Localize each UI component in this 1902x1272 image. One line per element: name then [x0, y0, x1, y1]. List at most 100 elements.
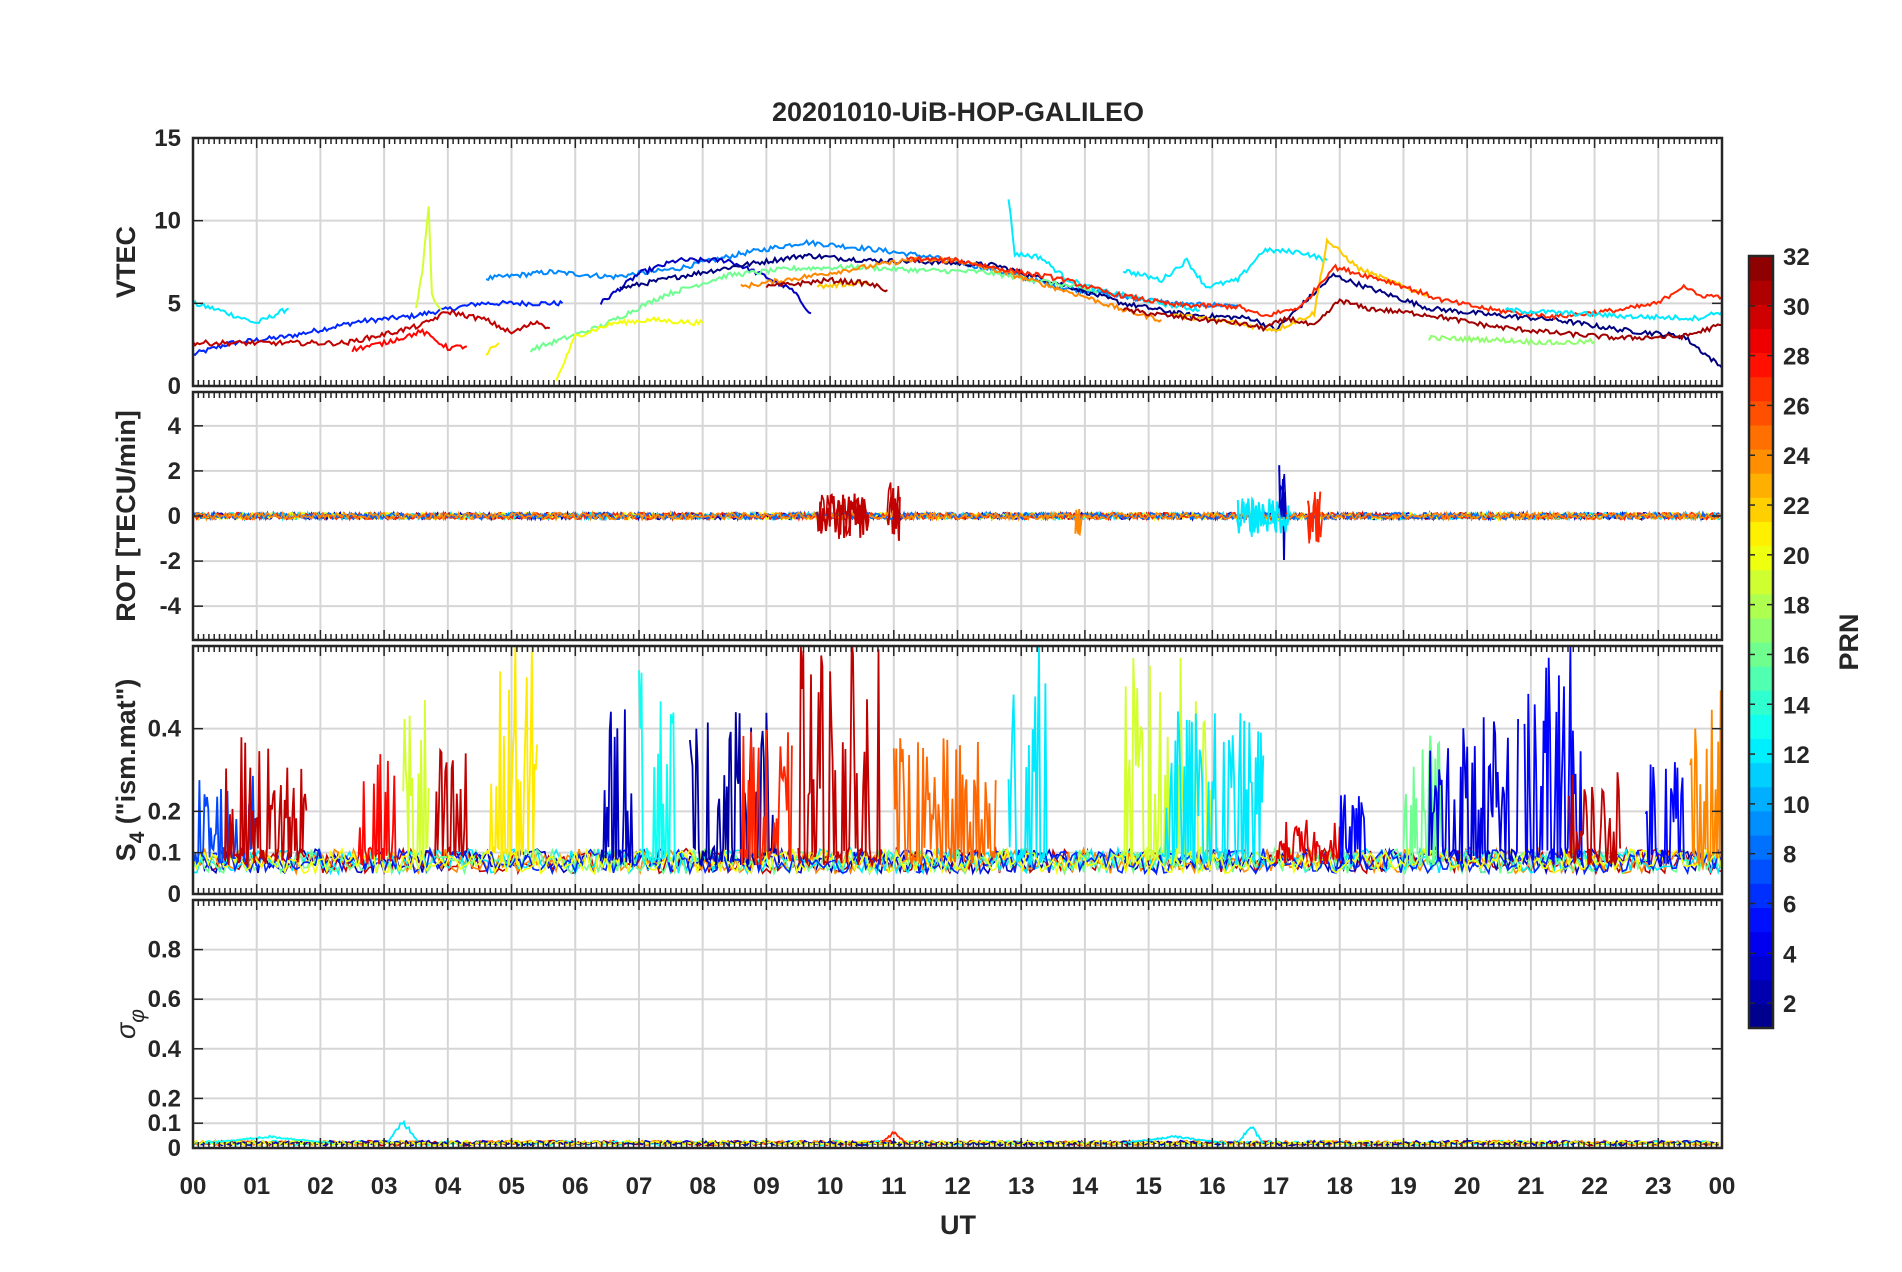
x-tick-label: 14: [1072, 1173, 1099, 1200]
chart-title: 20201010-UiB-HOP-GALILEO: [772, 97, 1144, 127]
x-tick-label: 18: [1326, 1173, 1353, 1200]
colorbar-segment: [1749, 666, 1773, 691]
s4-baseline-prn-20: [193, 846, 1722, 876]
x-tick-label: 16: [1199, 1173, 1226, 1200]
colorbar-segment: [1749, 617, 1773, 643]
s4-burst-prn-19: [402, 700, 430, 860]
vtec-line-prn-31: [1122, 298, 1722, 342]
colorbar-segment: [1749, 907, 1773, 933]
colorbar-segment: [1749, 714, 1773, 740]
s4-burst-prn-28: [357, 754, 397, 867]
x-tick-label: 00: [180, 1173, 207, 1200]
s4-burst-prn-25: [892, 738, 997, 866]
rot-event-prn-30: [816, 493, 869, 538]
s4-burst-prn-30: [1568, 772, 1621, 865]
vtec-line-prn-19: [415, 206, 443, 311]
vtec-line-prn-12: [193, 299, 290, 325]
x-tick-label: 01: [243, 1173, 270, 1200]
x-minor-ticks: [192, 900, 1723, 1148]
vtec-line-prn-1: [619, 252, 1722, 369]
vtec-line-prn-20: [555, 316, 704, 382]
y-tick-label: -2: [160, 548, 181, 575]
colorbar-tick-label: 10: [1783, 792, 1810, 819]
rot-event-prn-30: [886, 488, 901, 541]
x-tick-label: 20: [1454, 1173, 1481, 1200]
y-tick-label: 0.4: [148, 1036, 182, 1063]
rot-event-prn-12: [1236, 495, 1290, 534]
colorbar-segment: [1749, 931, 1773, 957]
x-minor-ticks: [192, 646, 1723, 894]
data-series: [193, 199, 1722, 382]
vtec-line-prn-27: [905, 255, 1722, 321]
s4-burst-prn-30: [797, 646, 882, 869]
colorbar-segment: [1749, 376, 1773, 402]
colorbar-segment: [1749, 449, 1773, 474]
s4-burst-prn-27: [740, 729, 793, 866]
y-tick-label: 0.2: [148, 1085, 181, 1112]
colorbar-label: PRN: [1834, 613, 1864, 670]
sigma-bump-prn-27: [880, 1130, 908, 1144]
colorbar-segment: [1749, 545, 1773, 571]
x-tick-label: 22: [1581, 1173, 1608, 1200]
y-axis-label: S4 ("ism.mat"): [111, 679, 149, 862]
s4-burst-prn-5: [1338, 794, 1367, 865]
data-series: [193, 465, 1721, 561]
colorbar-segment: [1749, 593, 1773, 619]
x-tick-label: 06: [562, 1173, 589, 1200]
s4-burst-prn-12: [1007, 646, 1048, 869]
vtec-line-prn-12: [1504, 306, 1722, 322]
s4-burst-prn-30: [434, 747, 468, 858]
colorbar-segment: [1749, 835, 1773, 860]
colorbar-segment: [1749, 473, 1773, 498]
x-tick-label: 19: [1390, 1173, 1417, 1200]
colorbar-tick-label: 20: [1783, 543, 1810, 570]
colorbar-tick-label: 8: [1783, 842, 1796, 869]
vtec-line-prn-24: [740, 257, 1162, 323]
colorbar-segment: [1749, 400, 1773, 426]
x-tick-label: 23: [1645, 1173, 1672, 1200]
x-tick-label: 00: [1709, 1173, 1736, 1200]
colorbar-tick-label: 28: [1783, 344, 1810, 371]
y-tick-label: 10: [154, 208, 181, 235]
y-tick-label: 0: [168, 373, 181, 400]
y-tick-label: 5: [168, 290, 181, 317]
colorbar-tick-label: 4: [1783, 941, 1797, 968]
colorbar-segment: [1749, 497, 1773, 522]
s4-panel: 0 0.1 0.2 0.4S4 ("ism.mat"): [111, 644, 1724, 908]
colorbar-tick-label: 18: [1783, 593, 1810, 620]
y-tick-label: 0.6: [148, 986, 181, 1013]
x-tick-label: 08: [689, 1173, 716, 1200]
colorbar-tick-label: 24: [1783, 443, 1810, 470]
data-series: [193, 646, 1722, 877]
vtec-line-prn-12: [1122, 246, 1328, 289]
s4-burst-prn-29: [1275, 819, 1341, 865]
s4-burst-prn-5: [1644, 762, 1685, 867]
y-tick-label: 0.8: [148, 937, 181, 964]
x-tick-label: 04: [434, 1173, 461, 1200]
y-tick-label: 0: [168, 881, 181, 908]
colorbar-segment: [1749, 328, 1773, 354]
colorbar-frame: [1747, 254, 1775, 1030]
x-tick-label: 12: [944, 1173, 971, 1200]
s4-burst-prn-3: [599, 709, 634, 866]
vtec-line-prn-21: [485, 342, 500, 356]
colorbar-tick-label: 22: [1783, 493, 1810, 520]
x-tick-label: 21: [1518, 1173, 1545, 1200]
y-tick-label: 0.1: [148, 840, 181, 867]
colorbar-tick-label: 6: [1783, 891, 1796, 918]
x-tick-label: 11: [881, 1173, 906, 1200]
colorbar-segment: [1749, 955, 1773, 981]
x-tick-label: 15: [1135, 1173, 1162, 1200]
colorbar-segment: [1749, 569, 1773, 595]
sigma-phi-panel: 00.10.2 0.4 0.6 0.8 σφ: [111, 898, 1724, 1162]
x-axis-ticks: 00 01 02 03 04 05 06 07 08 09 10 11 12 13 14 15 16 17 18 19…: [180, 1173, 1736, 1200]
colorbar-tick-label: 14: [1783, 692, 1810, 719]
s4-burst-prn-4: [1428, 717, 1519, 865]
colorbar-segment: [1749, 859, 1773, 884]
s4-burst-prn-21: [485, 646, 538, 866]
colorbar-segment: [1749, 762, 1773, 788]
vtec-line-prn-22: [1173, 237, 1429, 333]
colorbar-segment: [1749, 256, 1773, 281]
